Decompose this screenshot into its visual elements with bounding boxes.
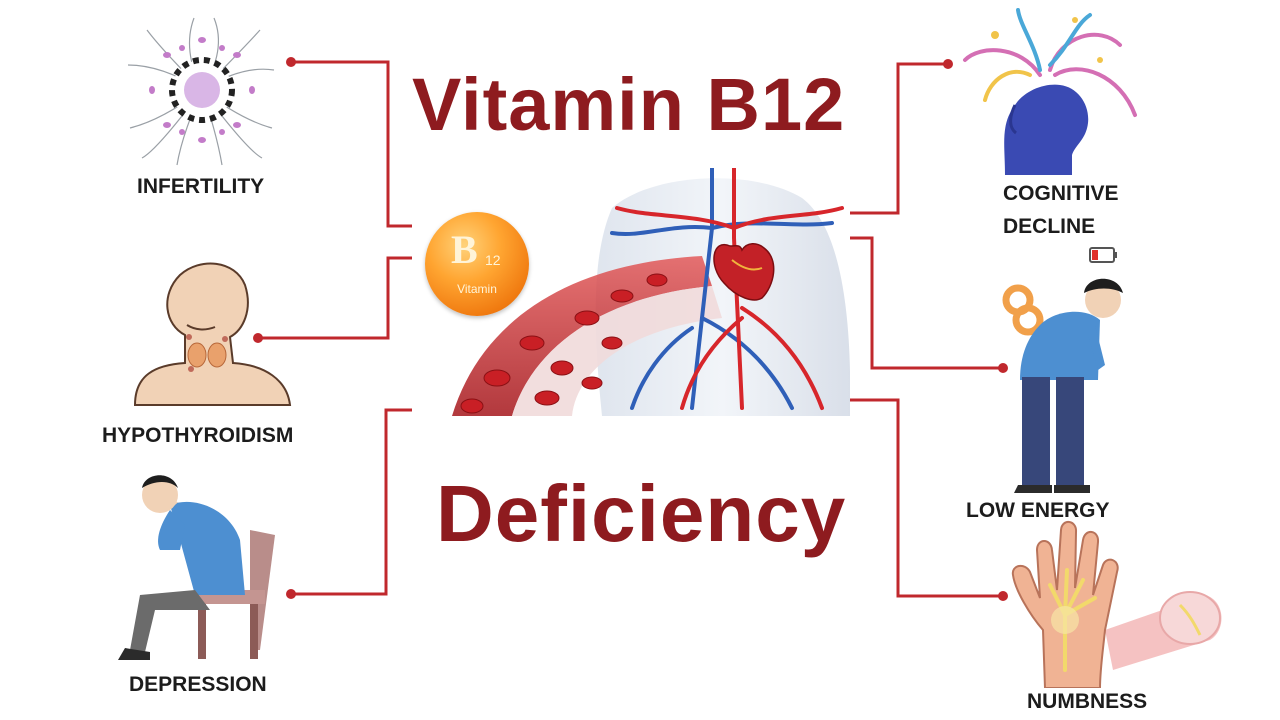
label-infertility: INFERTILITY <box>137 175 265 198</box>
low-energy-icon <box>1002 247 1123 493</box>
badge-word: Vitamin <box>457 282 497 296</box>
title-deficiency: Deficiency <box>436 469 847 558</box>
label-low-energy: LOW ENERGY <box>966 499 1110 522</box>
b12-vitamin-badge: B 12 Vitamin <box>425 212 529 316</box>
cognitive-decline-icon <box>963 8 1137 175</box>
numbness-icon <box>1011 521 1222 688</box>
blood-vessel-heart-illustration <box>452 168 850 416</box>
badge-number: 12 <box>485 252 501 268</box>
label-cognitive-line1: COGNITIVE <box>1003 182 1119 205</box>
label-depression: DEPRESSION <box>129 673 267 696</box>
title-vitamin-b12: Vitamin B12 <box>412 63 846 146</box>
hypothyroidism-icon <box>133 262 292 406</box>
label-hypothyroidism: HYPOTHYROIDISM <box>102 424 294 447</box>
depression-icon <box>118 475 275 660</box>
label-numbness: NUMBNESS <box>1027 690 1148 713</box>
badge-letter: B <box>451 227 478 272</box>
label-cognitive-line2: DECLINE <box>1003 215 1096 238</box>
infertility-icon <box>127 17 275 166</box>
